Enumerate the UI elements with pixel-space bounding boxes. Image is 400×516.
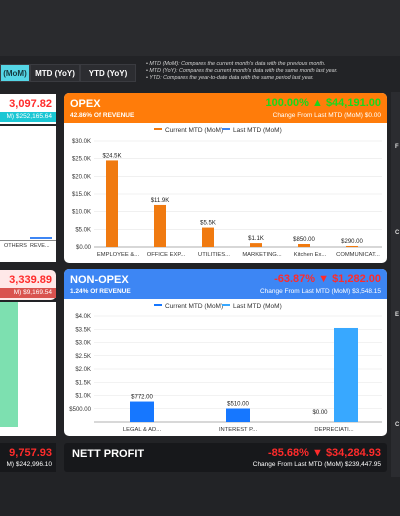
nett-value-partial: 9,757.93 [9,447,52,459]
nonopex-x-tick: DEPRECIATI... [314,427,354,433]
nonopex-bar-current [130,401,154,422]
nett-profit-change: Change From Last MTD (MoM) $239,447.95 [252,461,381,468]
opex-bar-current [250,243,262,247]
nonopex-value: -63.87% ▼ $1,282.00 [274,273,381,285]
nonopex-ytick: $1.0K [75,394,91,400]
opex-ytick: $25.0K [72,157,91,163]
opex-card: OPEX 42.86% Of REVENUE 100.00% ▲ $44,191… [64,93,387,263]
opex-x-tick: MARKETING... [242,252,282,258]
opex-ytick: $10.0K [72,210,91,216]
gross-profit-chart-partial [0,302,56,436]
tab-mtd-mom[interactable]: (MoM) [0,64,30,82]
opex-chart: Current MTD (MoM) Last MTD (MoM) $0.00 $5.0… [64,123,387,263]
nonopex-change: Change From Last MTD (MoM) $3,548.15 [259,288,381,295]
nonopex-x-tick: LEGAL & AD... [123,427,162,433]
opex-legend-label: Current MTD (MoM) [165,127,223,134]
others-axis-label: OTHERS [4,243,27,249]
nonopex-ytick: $3.0K [75,341,91,347]
period-tabs: (MoM) MTD (YoY) YTD (YoY) [0,64,136,82]
nonopex-bar-chart: Current MTD (MoM) Last MTD (MoM) $500.00 $1… [69,303,382,433]
opex-ytick: $30.0K [72,139,91,145]
nett-change-partial: M) $242,996.10 [6,461,52,468]
nonopex-ytick: $3.5K [75,327,91,333]
gross-profit-bar [0,302,18,427]
note-mtd-yoy: MTD (YoY): Compares the current month's … [146,68,337,75]
revenue-bar [30,237,52,239]
revenue-axis-label: REVE... [30,243,50,249]
nett-profit-card: NETT PROFIT -85.68% ▼ $34,284.93 Change … [64,443,387,472]
nonopex-ytick: $2.0K [75,367,91,373]
nonopex-bar-last [334,327,358,422]
opex-bar-current [154,204,166,247]
nonopex-card: NON-OPEX 1.24% Of REVENUE -63.87% ▼ $1,2… [64,269,387,436]
nett-profit-value: -85.68% ▼ $34,284.93 [267,447,381,459]
nonopex-subtitle: 1.24% Of REVENUE [70,288,131,295]
opex-data-label: $1.1K [248,236,264,242]
nonopex-legend-swatch [154,304,162,306]
opex-x-tick: Kitchen Ex... [294,252,327,258]
opex-legend-label: Last MTD (MoM) [233,127,282,134]
nonopex-legend-swatch [222,304,230,306]
right-label-4: C [395,422,400,428]
opex-subtitle: 42.86% Of REVENUE [70,112,135,119]
revenue-card-partial: 3,097.82 M) $252,165.64 [0,94,56,124]
opex-x-tick: UTILITIES... [198,252,230,258]
right-label-3: E [395,312,400,318]
nonopex-ytick: $1.5K [75,380,91,386]
opex-bar-current [298,243,310,247]
nonopex-bar-current [226,408,250,422]
nonopex-x-tick: INTEREST P... [219,427,258,433]
right-column-partial: F C E C [391,92,400,477]
top-header-bar [0,0,400,56]
opex-data-label: $24.5K [102,153,121,159]
opex-bar-chart: Current MTD (MoM) Last MTD (MoM) $0.00 $5.0… [72,127,382,258]
nonopex-chart: Current MTD (MoM) Last MTD (MoM) $500.00 $1… [64,299,387,436]
opex-data-label: $290.00 [341,239,363,245]
opex-data-label: $850.00 [293,237,315,243]
nonopex-data-label: $510.00 [227,401,249,407]
opex-value: 100.00% ▲ $44,191.00 [265,97,381,109]
nonopex-legend-label: Current MTD (MoM) [165,303,223,310]
tab-mtd-yoy[interactable]: MTD (YoY) [30,64,80,82]
revenue-value: 3,097.82 [9,98,52,110]
nonopex-title: NON-OPEX [70,274,129,286]
nonopex-data-label: $772.00 [131,395,153,401]
opex-data-label: $11.9K [151,198,170,204]
nonopex-data-label: $0.00 [312,410,328,416]
opex-x-tick: COMMUNICAT... [336,252,380,258]
opex-bar-current [202,227,214,247]
nett-profit-title: NETT PROFIT [72,448,145,460]
period-notes: MTD (MoM): Compares the current month's … [146,61,338,82]
revenue-chart-partial: OTHERS REVE... [0,126,56,262]
opex-x-tick: EMPLOYEE &... [97,252,140,258]
opex-header: OPEX 42.86% Of REVENUE 100.00% ▲ $44,191… [64,93,387,123]
gross-profit-value: 3,339.89 [9,274,52,286]
gross-profit-card-partial: 3,339.89 M) $9,169.54 [0,270,56,300]
right-label-2: C [395,230,400,236]
opex-change: Change From Last MTD (MoM) $0.00 [272,112,381,119]
opex-ytick: $15.0K [72,192,91,198]
nonopex-ytick: $500.00 [69,407,91,413]
opex-title: OPEX [70,98,101,110]
nonopex-ytick: $4.0K [75,314,91,320]
opex-ytick: $0.00 [76,245,92,251]
opex-bar-current [106,160,118,247]
opex-legend-swatch [154,128,162,130]
gross-profit-change: M) $9,169.54 [13,289,52,296]
opex-x-tick: OFFICE EXP... [147,252,186,258]
nett-profit-partial: 9,757.93 M) $242,996.10 [0,443,56,472]
opex-data-label: $5.5K [200,221,216,227]
nonopex-header: NON-OPEX 1.24% Of REVENUE -63.87% ▼ $1,2… [64,269,387,299]
opex-legend-swatch [222,128,230,130]
opex-ytick: $20.0K [72,174,91,180]
opex-bar-current [346,245,358,247]
tab-ytd-yoy[interactable]: YTD (YoY) [80,64,136,82]
note-ytd: YTD: Compares the year-to-date data with… [146,75,338,82]
right-label-1: F [395,144,399,150]
revenue-change: M) $252,165.64 [6,113,52,120]
note-mtd-mom: MTD (MoM): Compares the current month's … [146,61,338,68]
nonopex-ytick: $2.5K [75,354,91,360]
nonopex-legend-label: Last MTD (MoM) [233,303,282,310]
opex-ytick: $5.0K [75,227,91,233]
